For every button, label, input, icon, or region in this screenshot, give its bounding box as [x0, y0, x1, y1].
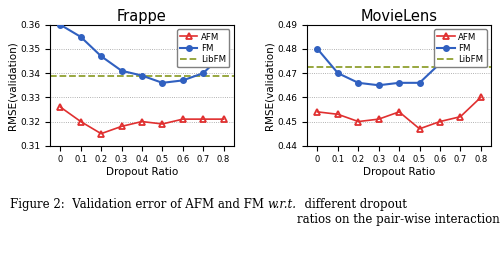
Line: FM: FM: [58, 22, 226, 86]
FM: [200, 72, 206, 75]
FM: [376, 84, 382, 87]
AFM: [376, 117, 382, 121]
AFM: [119, 125, 125, 128]
Line: AFM: AFM: [314, 94, 484, 132]
AFM: [437, 120, 443, 123]
Line: AFM: AFM: [57, 104, 227, 137]
AFM: [139, 120, 145, 123]
AFM: [200, 117, 206, 121]
FM: [437, 62, 443, 65]
AFM: [57, 105, 63, 109]
Y-axis label: RMSE(validation): RMSE(validation): [265, 41, 275, 130]
FM: [220, 52, 226, 56]
AFM: [335, 113, 341, 116]
AFM: [355, 120, 361, 123]
FM: [355, 81, 361, 84]
AFM: [159, 122, 165, 126]
FM: [78, 35, 84, 39]
AFM: [396, 110, 402, 114]
FM: [396, 81, 402, 84]
Text: w.r.t.: w.r.t.: [268, 198, 297, 211]
FM: [315, 47, 321, 51]
FM: [416, 81, 422, 84]
X-axis label: Dropout Ratio: Dropout Ratio: [363, 167, 435, 177]
AFM: [78, 120, 84, 123]
FM: [139, 74, 145, 77]
FM: [478, 42, 484, 46]
AFM: [416, 127, 422, 130]
Text: different dropout
ratios on the pair-wise interaction layer: different dropout ratios on the pair-wis…: [297, 198, 501, 226]
AFM: [315, 110, 321, 114]
Line: FM: FM: [315, 41, 483, 88]
FM: [180, 79, 186, 82]
Legend: AFM, FM, LibFM: AFM, FM, LibFM: [434, 29, 486, 67]
FM: [98, 54, 104, 58]
FM: [119, 69, 125, 72]
Title: MovieLens: MovieLens: [361, 9, 438, 24]
AFM: [457, 115, 463, 118]
FM: [335, 72, 341, 75]
FM: [457, 45, 463, 48]
Text: Figure 2:  Validation error of AFM and FM: Figure 2: Validation error of AFM and FM: [10, 198, 268, 211]
AFM: [180, 117, 186, 121]
Title: Frappe: Frappe: [117, 9, 167, 24]
Legend: AFM, FM, LibFM: AFM, FM, LibFM: [177, 29, 229, 67]
FM: [57, 23, 63, 26]
AFM: [220, 117, 226, 121]
FM: [159, 81, 165, 84]
X-axis label: Dropout Ratio: Dropout Ratio: [106, 167, 178, 177]
AFM: [98, 132, 104, 135]
Y-axis label: RMSE(validation): RMSE(validation): [8, 41, 18, 130]
AFM: [478, 96, 484, 99]
